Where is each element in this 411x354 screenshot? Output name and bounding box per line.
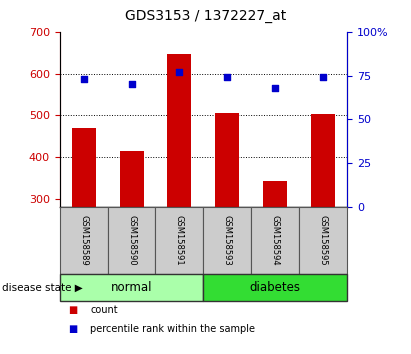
Text: GSM158589: GSM158589: [79, 215, 88, 266]
Bar: [263, 181, 287, 207]
Bar: [168, 53, 192, 207]
Point: [272, 85, 279, 91]
Bar: [215, 113, 239, 207]
Bar: [120, 151, 143, 207]
Text: normal: normal: [111, 281, 152, 294]
Text: count: count: [90, 305, 118, 315]
Text: GSM158591: GSM158591: [175, 215, 184, 266]
Bar: [72, 128, 95, 207]
Text: GSM158595: GSM158595: [319, 215, 328, 266]
Text: ■: ■: [68, 305, 77, 315]
Text: GSM158590: GSM158590: [127, 215, 136, 266]
Text: GSM158594: GSM158594: [271, 215, 280, 266]
Text: disease state ▶: disease state ▶: [2, 282, 83, 293]
Bar: [311, 114, 335, 207]
Text: GSM158593: GSM158593: [223, 215, 232, 266]
Point: [128, 81, 135, 87]
Text: GDS3153 / 1372227_at: GDS3153 / 1372227_at: [125, 9, 286, 23]
Point: [176, 69, 183, 75]
Point: [224, 75, 231, 80]
Text: ■: ■: [68, 324, 77, 334]
Point: [320, 75, 327, 80]
Text: percentile rank within the sample: percentile rank within the sample: [90, 324, 255, 334]
Point: [80, 76, 87, 82]
Text: diabetes: diabetes: [250, 281, 301, 294]
